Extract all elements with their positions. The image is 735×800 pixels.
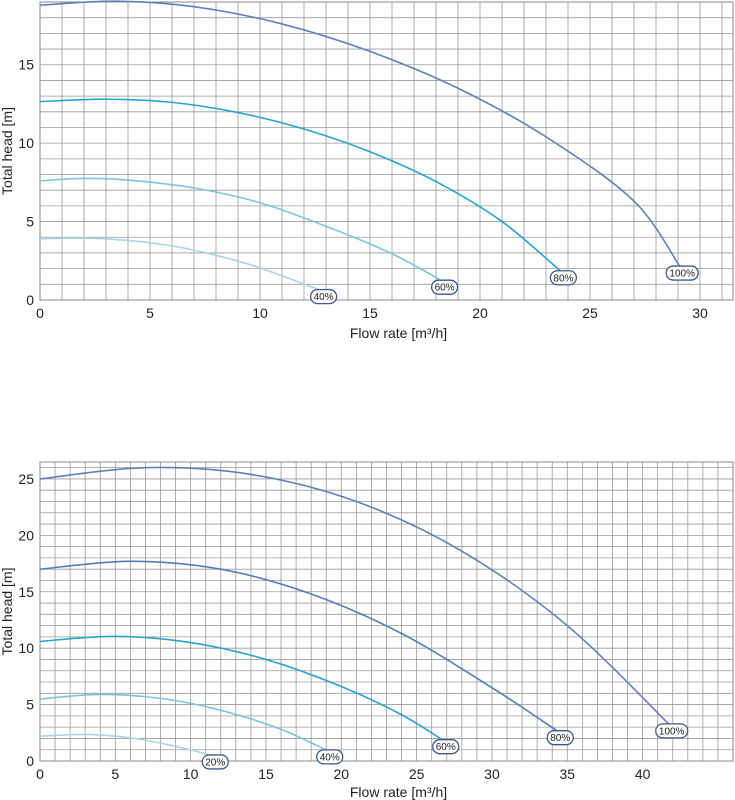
series-line-60pct	[39, 635, 445, 742]
x-tick-label: 30	[484, 766, 500, 782]
y-axis-title: Total head [m]	[0, 568, 15, 656]
series-line-100pct	[39, 466, 671, 726]
y-tick-label: 0	[26, 753, 34, 769]
y-axis-title: Total head [m]	[0, 107, 15, 195]
x-tick-label: 35	[559, 766, 575, 782]
series-label-text: 80%	[550, 733, 570, 744]
series-label-60pct: 60%	[432, 739, 460, 755]
x-tick-label: 5	[146, 305, 154, 321]
series-label-20pct: 20%	[201, 754, 229, 770]
series-line-60pct	[39, 177, 443, 282]
plot-area-border	[39, 1, 734, 301]
y-tick-label: 5	[26, 697, 34, 713]
series-line-20pct	[39, 733, 214, 757]
series-label-40pct: 40%	[309, 288, 338, 305]
y-tick-label: 5	[26, 214, 34, 230]
series-line-80pct	[39, 98, 562, 273]
x-tick-label: 0	[36, 305, 44, 321]
series-label-text: 60%	[435, 283, 455, 294]
series-label-text: 100%	[669, 269, 695, 280]
y-tick-label: 10	[18, 135, 34, 151]
series-label-badge	[430, 279, 459, 295]
y-tick-label: 0	[26, 292, 34, 308]
y-tick-label: 20	[18, 527, 34, 543]
x-tick-label: 25	[582, 305, 598, 321]
series-line-40pct	[39, 237, 322, 292]
series-label-100pct: 100%	[655, 723, 689, 739]
x-tick-label: 20	[472, 305, 488, 321]
series-line-40pct	[39, 693, 329, 752]
series-label-text: 100%	[659, 726, 685, 737]
x-tick-label: 30	[692, 305, 708, 321]
x-tick-label: 0	[36, 766, 44, 782]
series-label-badge	[549, 270, 578, 286]
series-label-40pct: 40%	[316, 749, 344, 765]
series-label-100pct: 100%	[665, 265, 699, 281]
y-tick-label: 15	[18, 57, 34, 73]
series-label-60pct: 60%	[430, 279, 459, 295]
series-label-badge	[546, 730, 574, 746]
series-label-badge	[655, 723, 689, 739]
x-tick-label: 10	[183, 766, 199, 782]
series-label-badge	[665, 265, 699, 281]
x-tick-label: 40	[635, 766, 651, 782]
bottom-pump-curve-chart: 0 5 10 15 20 25 30 35 40 0 5 10 15 20 25 Flow rate [m³/…	[0, 461, 734, 800]
series-label-text: 80%	[553, 273, 573, 284]
x-tick-label: 15	[362, 305, 378, 321]
series-label-text: 40%	[314, 292, 334, 303]
series-label-badge	[316, 749, 344, 765]
x-tick-label: 5	[111, 766, 119, 782]
series-label-badge	[432, 739, 460, 755]
y-tick-label: 25	[18, 471, 34, 487]
series-label-80pct: 80%	[549, 270, 578, 286]
series-line-80pct	[39, 560, 559, 733]
series-label-text: 40%	[320, 752, 340, 763]
x-tick-label: 25	[409, 766, 425, 782]
series-line-100pct	[39, 0, 681, 268]
series-label-text: 60%	[436, 742, 456, 753]
series-label-80pct: 80%	[546, 730, 574, 746]
x-tick-label: 20	[334, 766, 350, 782]
top-pump-curve-chart: 0 5 10 15 20 25 30 0 5 10 15 Flow rate [m³/h] Total …	[0, 0, 734, 341]
series-label-text: 20%	[205, 757, 225, 768]
plot-area-border	[39, 461, 734, 762]
x-axis-title: Flow rate [m³/h]	[350, 325, 447, 341]
y-tick-label: 15	[18, 584, 34, 600]
y-tick-label: 10	[18, 640, 34, 656]
x-tick-label: 10	[252, 305, 268, 321]
x-tick-label: 15	[258, 766, 274, 782]
grid	[39, 1, 733, 301]
grid	[39, 462, 734, 762]
series-label-badge	[201, 754, 229, 770]
series-label-badge	[309, 288, 338, 305]
x-axis-title: Flow rate [m³/h]	[350, 784, 447, 800]
